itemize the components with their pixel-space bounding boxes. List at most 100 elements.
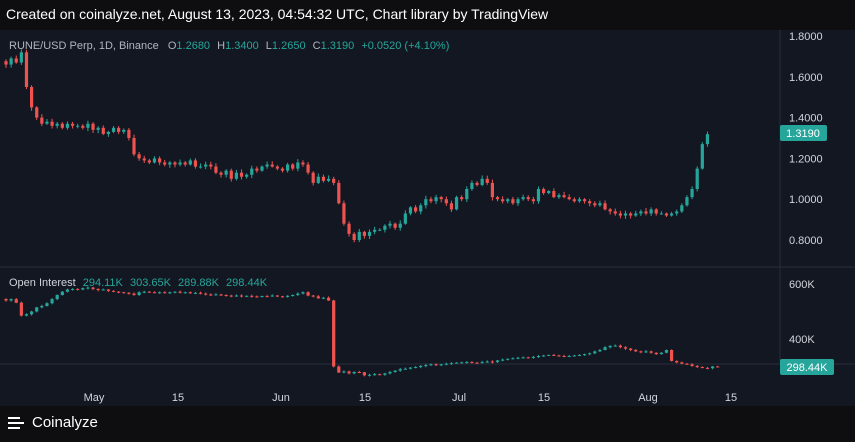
price-candle	[567, 197, 571, 200]
oi-candle	[572, 355, 576, 357]
oi-candles	[4, 286, 720, 377]
oi-candle	[234, 295, 238, 297]
oi-candle	[193, 292, 198, 294]
oi-candle	[639, 351, 643, 353]
legend-l-label: L	[266, 40, 272, 52]
oi-candle	[526, 357, 530, 359]
oi-candle	[332, 300, 336, 367]
oi-candle	[608, 345, 612, 348]
oi-candle	[567, 356, 571, 358]
oi-candle	[96, 288, 100, 291]
price-candle	[536, 189, 541, 202]
legend-h-label: H	[217, 40, 225, 52]
price-legend[interactable]: RUNE/USD Perp, 1D, Binance O1.2680 H1.34…	[9, 40, 449, 52]
price-candle	[705, 134, 710, 145]
oi-candle	[127, 292, 131, 294]
oi-candle	[101, 289, 105, 291]
oi-candle	[419, 365, 423, 368]
oi-candle	[255, 296, 259, 298]
oi-candle	[454, 362, 459, 364]
oi-candle	[326, 297, 331, 301]
oi-candle	[618, 345, 622, 348]
oi-candle	[654, 352, 658, 355]
price-candle	[291, 164, 295, 169]
oi-candle	[716, 366, 720, 368]
price-candle	[260, 166, 264, 171]
price-candle	[24, 52, 29, 87]
oi-candle	[70, 288, 75, 290]
oi-candle	[475, 362, 479, 364]
oi-candle	[444, 363, 448, 365]
oi-candle	[137, 292, 141, 295]
price-candle	[403, 213, 407, 224]
price-candle	[158, 158, 162, 163]
price-candle	[326, 178, 331, 181]
price-candle	[352, 233, 356, 240]
oi-candle	[306, 292, 310, 296]
oi-candle	[695, 365, 699, 368]
time-axis[interactable]: May 15 Jun 15 Jul 15 Aug 15	[84, 392, 738, 404]
oi-candle	[357, 372, 361, 373]
price-candle	[526, 197, 530, 200]
oi-candle	[347, 371, 351, 374]
oi-candle	[321, 297, 326, 299]
price-axis[interactable]: 1.8000 1.6000 1.4000 1.2000 1.0000 0.8000	[789, 31, 823, 247]
oi-candle	[439, 364, 443, 366]
price-candle	[362, 231, 366, 236]
oi-candle	[634, 350, 638, 352]
oi-legend-l: 289.88K	[178, 277, 220, 289]
oi-candle	[35, 307, 39, 312]
price-candle	[168, 162, 172, 165]
oi-candle	[367, 374, 372, 376]
price-candle	[198, 166, 203, 168]
price-candle	[9, 58, 13, 65]
oi-candle	[81, 288, 85, 290]
price-candle	[367, 231, 372, 236]
oi-candle	[649, 351, 653, 353]
price-tick-label: 1.0000	[789, 194, 823, 206]
oi-candle	[224, 295, 228, 296]
legend-o-value: 1.2680	[176, 40, 210, 52]
price-candle	[700, 144, 704, 169]
price-candle	[14, 58, 18, 63]
oi-candle	[710, 366, 715, 369]
price-candle	[680, 205, 684, 212]
oi-candle	[552, 354, 556, 356]
price-candle	[429, 199, 433, 202]
price-candle	[408, 207, 413, 214]
price-candle	[250, 168, 254, 175]
price-tick-label: 0.8000	[789, 235, 823, 247]
oi-candle	[106, 289, 110, 291]
oi-candle	[598, 350, 602, 352]
oi-candle	[9, 299, 13, 301]
oi-candle	[506, 358, 510, 360]
price-candle	[593, 203, 597, 206]
coinalyze-logo[interactable]: Coinalyze	[8, 414, 98, 431]
oi-candle	[316, 296, 320, 299]
price-tick-label: 1.6000	[789, 72, 823, 84]
price-candle	[383, 225, 387, 230]
price-candle	[378, 229, 382, 231]
oi-candle	[501, 359, 505, 361]
oi-legend[interactable]: Open Interest 294.11K 303.65K 289.88K 29…	[9, 277, 268, 289]
price-candle	[608, 209, 612, 212]
oi-candle	[280, 296, 285, 298]
oi-candle	[613, 345, 617, 347]
price-candle	[147, 160, 151, 163]
price-candle	[234, 172, 238, 179]
oi-candle	[352, 372, 356, 374]
oi-candle	[460, 362, 464, 364]
oi-candle	[30, 311, 34, 315]
price-candle	[306, 164, 310, 173]
time-tick-label: 15	[172, 392, 184, 404]
price-candle	[106, 131, 110, 134]
oi-candle	[588, 353, 592, 355]
chart-area[interactable]: 1.8000 1.6000 1.4000 1.2000 1.0000 0.8000 600…	[0, 30, 855, 406]
price-candle	[506, 199, 510, 202]
price-candle	[485, 178, 489, 183]
price-candle	[332, 178, 336, 183]
oi-axis[interactable]: 600K 400K	[789, 279, 815, 346]
last-oi-badge	[780, 359, 834, 375]
oi-candle	[214, 294, 218, 296]
oi-candle	[449, 363, 454, 365]
